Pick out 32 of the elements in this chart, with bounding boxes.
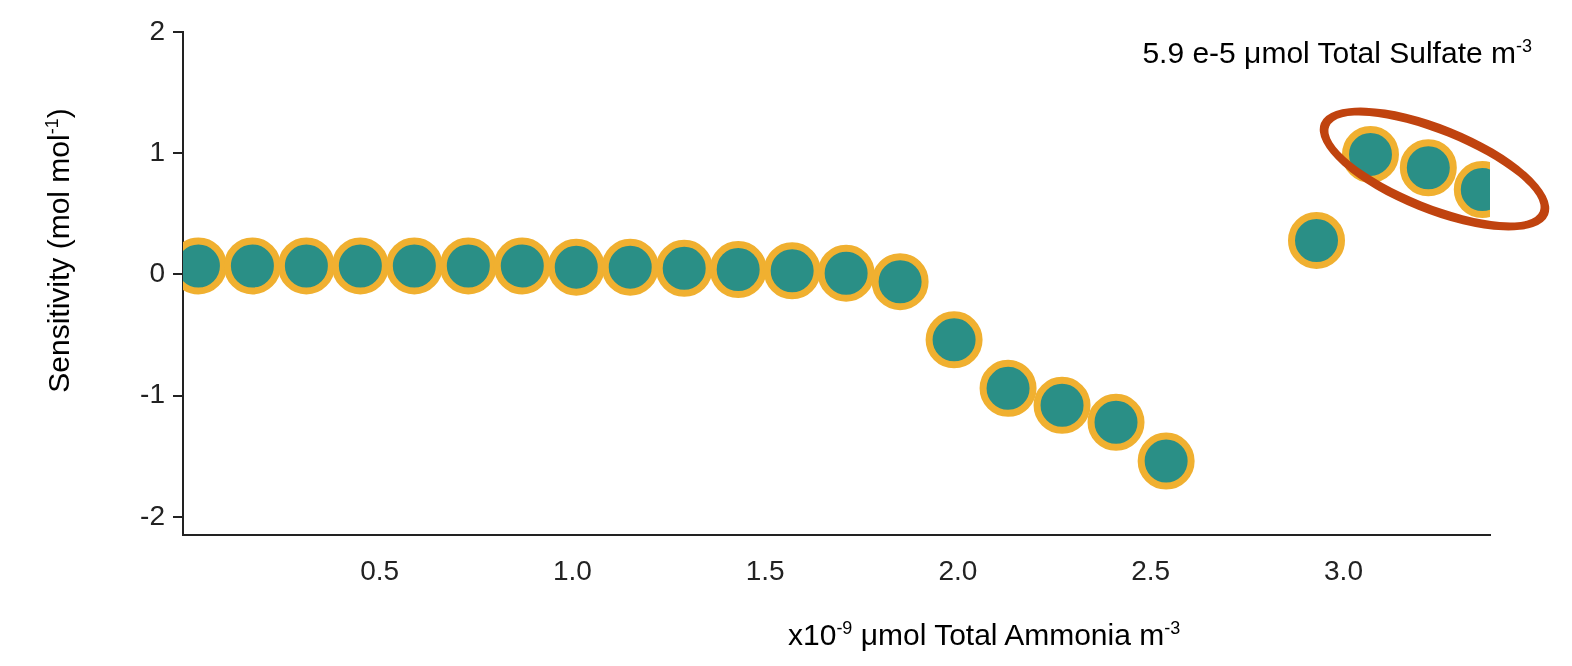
point (331, 237, 389, 295)
point (1033, 376, 1091, 434)
point (277, 237, 335, 295)
y-tick-label: 0 (149, 257, 165, 289)
point (763, 242, 821, 300)
x-tick-label: 1.5 (745, 554, 785, 586)
x-tick-label: 0.5 (360, 554, 400, 586)
point (385, 237, 443, 295)
y-tick-label: -2 (140, 499, 165, 531)
point (925, 311, 983, 369)
point (709, 241, 767, 299)
x-tick-label: 2.5 (1131, 554, 1171, 586)
point (1288, 211, 1345, 269)
y-tick-label: 1 (149, 135, 165, 167)
x-tick-label: 3.0 (1324, 554, 1363, 586)
annotation: 5.9 e-5 μmol Total Sulfate m$^{-3}$ (1142, 36, 1532, 70)
point (871, 253, 929, 311)
point (1087, 393, 1145, 451)
x-tick-label: 2.0 (938, 554, 978, 586)
point (1137, 432, 1195, 490)
point (223, 237, 281, 295)
point (979, 359, 1037, 417)
y-tick-label: 2 (149, 14, 165, 46)
point (655, 239, 713, 297)
x-axis-title: x10$^{-9}$ μmol Total Ammonia m$^{-3}$ (788, 618, 1181, 652)
point (547, 238, 605, 296)
point (493, 237, 551, 295)
point (817, 244, 875, 302)
x-tick-label: 1.0 (552, 554, 592, 586)
point (601, 238, 659, 296)
y-tick-label: -1 (140, 378, 165, 410)
point (439, 237, 497, 295)
